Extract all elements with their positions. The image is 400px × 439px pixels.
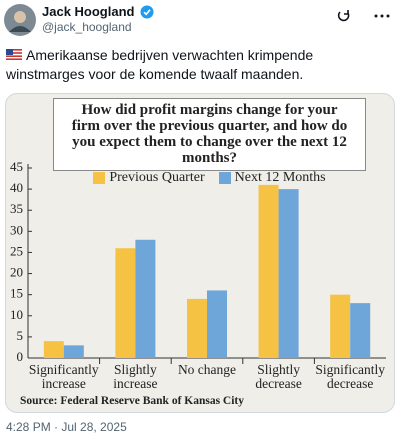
bar bbox=[135, 239, 156, 358]
chart: 0 5 10 15 20 25 30 35 40 45 bbox=[10, 159, 386, 364]
x-tick-label: Slightly increase bbox=[113, 362, 158, 391]
chart-source: Source: Federal Reserve Bank of Kansas C… bbox=[20, 395, 245, 407]
x-tick-label: Significantly decrease bbox=[315, 362, 386, 391]
bar bbox=[43, 341, 64, 358]
bar bbox=[350, 303, 371, 358]
bar bbox=[258, 184, 279, 358]
avatar[interactable] bbox=[4, 4, 36, 36]
timestamp[interactable]: 4:28 PM · Jul 28, 2025 bbox=[6, 420, 127, 434]
y-tick-label: 15 bbox=[10, 286, 23, 301]
y-tick-label: 40 bbox=[10, 180, 23, 195]
y-tick-label: 0 bbox=[17, 349, 24, 364]
legend: Previous Quarter Next 12 Months bbox=[54, 170, 365, 186]
x-tick-label: No change bbox=[177, 362, 237, 377]
y-tick-label: 35 bbox=[10, 201, 23, 216]
legend-item: Next 12 Months bbox=[218, 170, 326, 186]
y-tick-label: 25 bbox=[10, 243, 23, 258]
legend-swatch bbox=[218, 172, 231, 184]
tweet-text: Amerikaanse bedrijven verwachten krimpen… bbox=[6, 47, 314, 82]
y-tick-label: 45 bbox=[10, 159, 23, 174]
legend-item: Previous Quarter bbox=[93, 170, 205, 186]
legend-label: Next 12 Months bbox=[234, 170, 326, 185]
chart-title: How did profit margins change for your f… bbox=[71, 102, 348, 166]
title-box: How did profit margins change for your f… bbox=[53, 98, 366, 185]
legend-label: Previous Quarter bbox=[109, 170, 205, 185]
bar bbox=[115, 248, 136, 358]
x-tick-label: Significantly increase bbox=[28, 362, 99, 391]
x-tick-label: Slightly decrease bbox=[255, 362, 302, 391]
author-handle[interactable]: @jack_hoogland bbox=[42, 20, 132, 34]
bar bbox=[207, 290, 227, 358]
y-tick-label: 20 bbox=[10, 265, 23, 280]
y-tick-label: 10 bbox=[10, 307, 23, 322]
bar bbox=[187, 298, 207, 358]
bar bbox=[278, 189, 299, 358]
legend-swatch bbox=[93, 172, 106, 184]
author-name[interactable]: Jack Hoogland bbox=[42, 4, 135, 19]
verified-badge bbox=[140, 5, 154, 19]
bar bbox=[330, 294, 351, 358]
flag-icon bbox=[6, 49, 22, 60]
y-tick-label: 5 bbox=[17, 328, 24, 343]
tweet-actions[interactable] bbox=[336, 8, 394, 24]
y-tick-label: 30 bbox=[10, 222, 23, 237]
bar bbox=[63, 345, 84, 358]
chart-image[interactable]: 0 5 10 15 20 25 30 35 40 45 How did profit margin… bbox=[5, 93, 395, 413]
